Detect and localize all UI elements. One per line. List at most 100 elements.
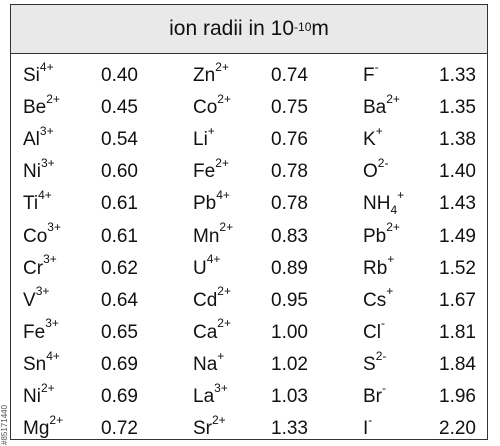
table-row: Fe3+ 0.65 Ca2+ 1.00 Cl- 1.81 (11, 316, 487, 348)
ion-symbol: O2- (363, 157, 388, 187)
ion-symbol: S2- (363, 350, 386, 380)
ion-element: Al (23, 129, 40, 151)
ion-radius-value: 1.35 (439, 97, 476, 119)
table-row: V3+ 0.64 Cd2+ 0.95 Cs+ 1.67 (11, 284, 487, 316)
ion-symbol: Si4+ (23, 61, 54, 91)
ion-symbol: K+ (363, 125, 383, 155)
ion-charge: 4+ (39, 59, 54, 74)
ion-element: S (363, 353, 376, 375)
ion-radius-value: 1.49 (439, 225, 476, 247)
ion-charge: 2+ (217, 284, 231, 299)
ion-radius-value: 0.95 (271, 289, 308, 311)
ion-element: Co (193, 97, 218, 119)
ion-charge: 2+ (49, 412, 64, 427)
ion-charge: 3+ (40, 155, 55, 170)
ion-charge: 3+ (214, 380, 228, 395)
table-row: Ni2+ 0.69 La3+ 1.03 Br- 1.96 (11, 382, 487, 412)
ion-symbol: Br- (363, 382, 386, 412)
ion-radius-value: 2.20 (439, 418, 476, 440)
table-row: Ni3+ 0.60 Fe2+ 0.78 O2- 1.40 (11, 157, 487, 187)
ion-symbol: Zn2+ (193, 61, 229, 91)
ion-charge: + (397, 188, 405, 203)
table-row: Si4+ 0.40 Zn2+ 0.74 F- 1.33 (11, 61, 487, 91)
ion-charge: 2+ (40, 380, 55, 395)
ion-symbol: Fe3+ (23, 316, 59, 348)
table-row: Ti4+ 0.61 Pb4+ 0.78 NH4+ 1.43 (11, 189, 487, 219)
ion-element: Pb (193, 193, 217, 215)
ion-symbol: Cr3+ (23, 252, 57, 284)
ion-symbol: Cs+ (363, 284, 394, 316)
table-row: Mg2+ 0.72 Sr2+ 1.33 I- 2.20 (11, 414, 487, 444)
ion-charge: 4+ (38, 188, 52, 203)
ion-radius-value: 0.61 (101, 225, 138, 247)
ion-radius-value: 0.45 (101, 97, 138, 119)
ion-symbol: Ca2+ (193, 316, 231, 348)
ion-radius-value: 1.81 (439, 321, 476, 343)
ion-charge: 4+ (206, 252, 221, 267)
ion-symbol: Be2+ (23, 93, 60, 123)
ion-radius-value: 1.67 (439, 289, 476, 311)
ion-radius-value: 0.54 (101, 129, 138, 151)
ion-symbol: La3+ (193, 382, 228, 412)
ion-symbol: Co3+ (23, 220, 61, 252)
ion-radius-value: 1.33 (271, 418, 308, 440)
ion-symbol: Fe2+ (193, 157, 229, 187)
ion-radius-value: 1.43 (439, 193, 476, 215)
ion-symbol: V3+ (23, 285, 49, 316)
ion-element: Sr (193, 418, 212, 440)
ion-symbol: Na+ (193, 350, 224, 380)
ion-symbol: Ba2+ (363, 93, 400, 123)
ion-charge: + (387, 252, 395, 267)
ion-element: Ni (23, 161, 41, 183)
ion-charge: 3+ (43, 252, 57, 267)
ion-symbol: Sn4+ (23, 350, 60, 380)
table-header: ion radii in 10 -10 m (11, 5, 487, 54)
ion-radius-value: 0.75 (271, 97, 308, 119)
ion-charge: 2+ (212, 412, 226, 427)
ion-charge: 2+ (46, 91, 60, 106)
ion-symbol: NH4+ (363, 189, 404, 219)
ion-radius-value: 0.72 (101, 418, 138, 440)
ion-radius-value: 0.83 (271, 225, 308, 247)
table-row: Co3+ 0.61 Mn2+ 0.83 Pb2+ 1.49 (11, 220, 487, 252)
ion-element: Br (363, 386, 382, 407)
ion-element: Si (23, 65, 40, 86)
ion-radius-value: 1.52 (439, 257, 476, 279)
ion-radius-value: 1.33 (439, 65, 476, 86)
title-text: ion radii in 10 (169, 17, 295, 40)
ion-element: Sn (23, 353, 47, 375)
ion-radius-value: 0.64 (101, 289, 138, 311)
ion-element: Ba (363, 97, 387, 119)
ion-charge: - (380, 316, 385, 331)
ion-radius-value: 0.78 (271, 161, 308, 183)
ion-symbol: Rb+ (363, 252, 395, 284)
ion-element: Cr (23, 257, 44, 279)
ion-symbol: Pb2+ (363, 221, 400, 252)
ion-symbol: Cd2+ (193, 284, 231, 316)
ion-element: Rb (363, 257, 388, 279)
ion-radius-value: 0.89 (271, 257, 308, 279)
ion-charge: + (386, 284, 394, 299)
ion-element: Ni (23, 386, 41, 407)
ion-charge: 2+ (217, 316, 231, 331)
ion-element: Cl (363, 321, 381, 343)
ion-symbol: Ti4+ (23, 189, 52, 219)
ion-radius-value: 0.61 (101, 193, 138, 215)
ion-element: Ti (23, 193, 39, 215)
ion-symbol: Ni3+ (23, 157, 55, 187)
ion-element: NH (363, 193, 391, 215)
ion-symbol: Mn2+ (193, 220, 234, 252)
ion-element: Ca (193, 321, 218, 343)
table-row: Sn4+ 0.69 Na+ 1.02 S2- 1.84 (11, 350, 487, 380)
table-row: Be2+ 0.45 Co2+ 0.75 Ba2+ 1.35 (11, 93, 487, 123)
ion-element: Li (193, 129, 208, 151)
ion-charge: 3+ (47, 220, 61, 235)
ion-radius-value: 0.69 (101, 353, 138, 375)
ion-charge: 2+ (219, 220, 234, 235)
ion-charge: 4+ (216, 188, 230, 203)
ion-element: I (363, 418, 369, 440)
ion-charge: - (382, 380, 386, 395)
ion-charge: 2+ (386, 91, 400, 106)
ion-symbol: Ni2+ (23, 382, 55, 412)
ion-charge: 3+ (45, 316, 59, 331)
